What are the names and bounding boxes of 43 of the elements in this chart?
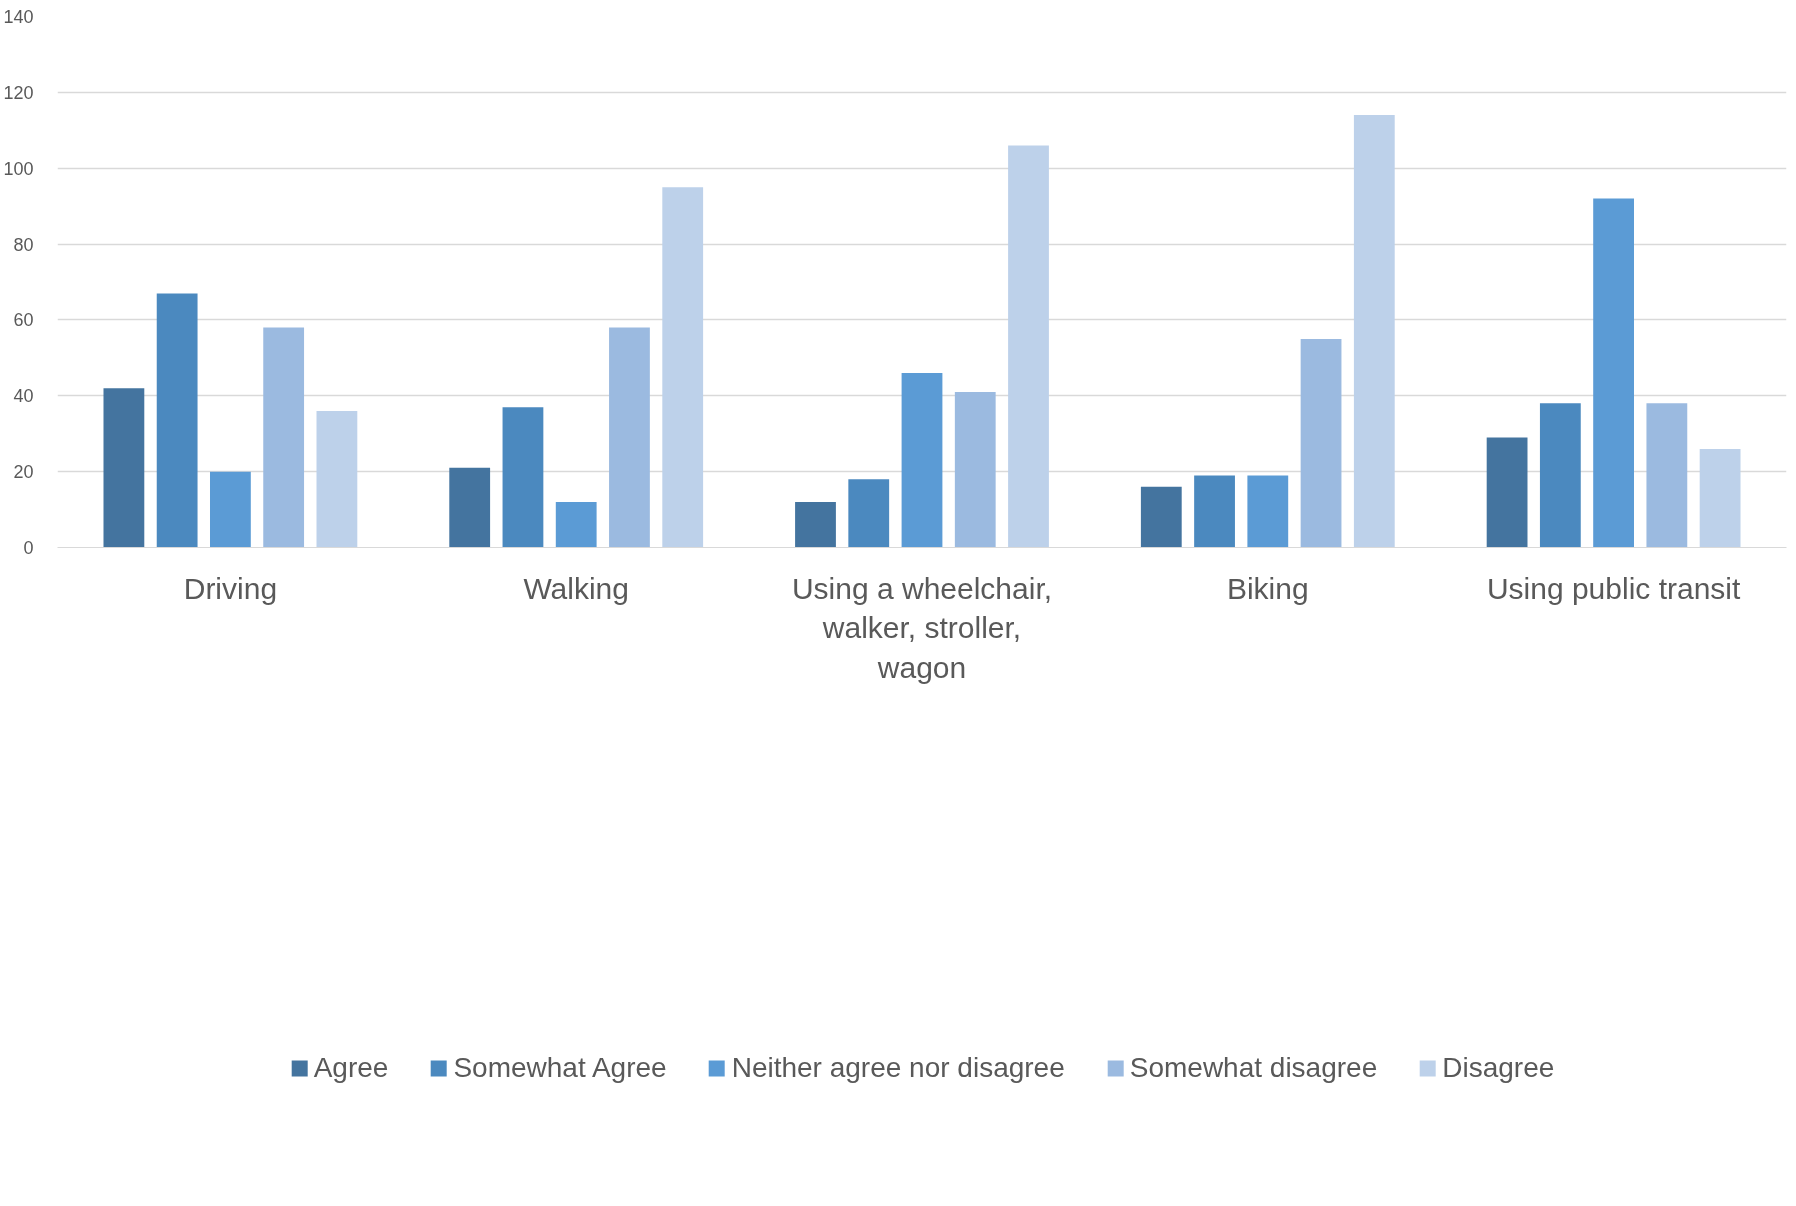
x-tick-label: Driving [183, 571, 278, 605]
bar [210, 471, 251, 548]
legend-label: Neither agree nor disagree [731, 1052, 1065, 1084]
bar [1646, 403, 1688, 548]
bar [1300, 338, 1342, 548]
bar [848, 479, 890, 548]
bar [609, 327, 650, 548]
legend-label: Agree [313, 1052, 389, 1084]
bar [316, 410, 358, 548]
bar [1008, 145, 1049, 548]
bar [1353, 115, 1395, 548]
y-tick-label: 0 [23, 538, 34, 558]
bar [795, 501, 836, 548]
legend-label: Somewhat Agree [453, 1052, 667, 1084]
bar [662, 187, 704, 548]
bar [263, 327, 305, 548]
bar [555, 501, 597, 548]
bar [156, 293, 198, 548]
bar [1140, 486, 1182, 548]
bar [1699, 448, 1741, 548]
y-tick-label: 20 [13, 462, 34, 483]
y-tick-label: 60 [13, 310, 34, 331]
legend-label: Somewhat disagree [1129, 1052, 1378, 1084]
legend-label: Disagree [1442, 1052, 1555, 1084]
y-tick-label: 100 [3, 158, 34, 179]
bar [901, 373, 943, 548]
bar [449, 467, 491, 548]
bar [954, 391, 996, 548]
bar [1194, 475, 1235, 548]
bar [103, 388, 145, 548]
bar [502, 407, 544, 548]
y-tick-label: 140 [3, 7, 34, 27]
y-tick-label: 40 [13, 386, 34, 407]
x-tick-label: Using a wheelchair, walker, stroller, wagon [791, 571, 1053, 684]
x-tick-label: Using public transit [1486, 571, 1741, 605]
y-tick-label: 80 [13, 234, 34, 255]
x-tick-label: Biking [1226, 571, 1309, 605]
bar [1593, 198, 1634, 548]
x-tick-label: Walking [523, 571, 629, 605]
y-tick-label: 120 [3, 82, 34, 103]
bar [1247, 475, 1289, 548]
bar [1486, 437, 1528, 548]
bar [1539, 403, 1581, 548]
